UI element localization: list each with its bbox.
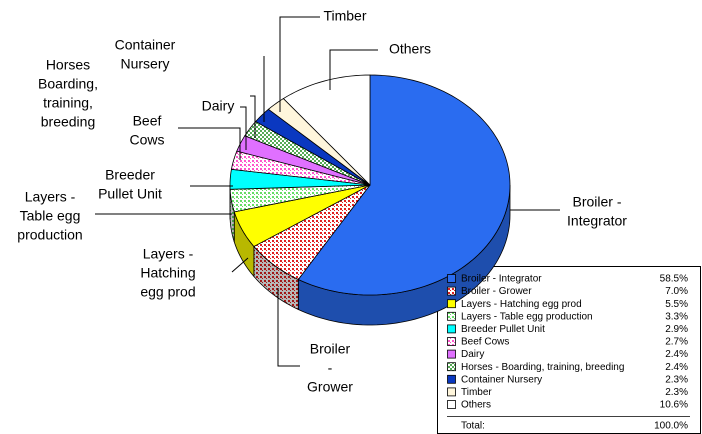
legend-label: Others <box>461 400 491 411</box>
slice-label: Others <box>389 41 431 57</box>
legend-label: Dairy <box>461 349 484 360</box>
slice-label: - <box>328 360 333 376</box>
leader-line <box>178 127 241 160</box>
slice <box>253 184 371 280</box>
legend-box <box>437 266 701 434</box>
slice-label: training, <box>43 95 93 111</box>
legend-label: Layers - Hatching egg prod <box>461 299 582 310</box>
legend-label: Beef Cows <box>461 337 509 348</box>
legend-label: Timber <box>461 387 492 398</box>
legend-total-value: 100.0% <box>654 421 688 432</box>
leader-line <box>277 288 300 367</box>
legend-value: 58.5% <box>660 274 688 285</box>
legend-swatch <box>447 337 456 346</box>
legend-label: Breeder Pullet Unit <box>461 324 545 335</box>
legend-label: Layers - Table egg production <box>461 311 593 322</box>
slice-label: Broiler - <box>572 194 621 210</box>
slice <box>233 184 371 247</box>
slice-label: Breeder <box>105 167 155 183</box>
slice-label: Horses <box>46 57 90 73</box>
leader-line <box>231 257 249 273</box>
slice-label: Layers - <box>25 189 76 205</box>
slice-label: Broiler <box>310 341 351 357</box>
legend-swatch <box>447 324 456 334</box>
legend-swatch <box>447 349 456 359</box>
slice-label: Hatching <box>140 265 195 281</box>
legend-value: 2.4% <box>665 362 688 373</box>
legend-swatch <box>447 286 456 296</box>
slice-label: breeding <box>41 114 96 130</box>
slice-label: Nursery <box>120 56 169 72</box>
slice <box>282 74 371 186</box>
slice <box>297 74 511 296</box>
slice <box>229 168 371 190</box>
leader-line <box>240 106 247 150</box>
legend-value: 5.5% <box>665 299 688 310</box>
slice-label: egg prod <box>140 284 195 300</box>
legend-swatch <box>447 362 456 372</box>
slice-label: Container <box>115 37 176 53</box>
legend-swatch <box>447 387 456 397</box>
legend-value: 2.3% <box>665 374 688 385</box>
legend-swatch <box>447 311 456 321</box>
slice-label: Cows <box>129 132 164 148</box>
legend-label: Container Nursery <box>461 374 542 385</box>
slice-label: Grower <box>307 379 353 395</box>
legend-value: 2.7% <box>665 337 688 348</box>
slice-label: Pullet Unit <box>98 186 162 202</box>
slice-label: Integrator <box>567 213 627 229</box>
legend-label: Broiler - Grower <box>461 286 532 297</box>
legend-value: 2.4% <box>665 349 688 360</box>
slice-label: Boarding, <box>38 76 98 92</box>
slice-label: Timber <box>323 8 366 24</box>
legend-label: Horses - Boarding, training, breeding <box>461 362 624 373</box>
legend-label: Broiler - Integrator <box>461 274 542 285</box>
slice <box>255 108 371 186</box>
legend-swatch <box>447 374 456 384</box>
legend-swatch <box>447 299 456 309</box>
slice <box>229 184 371 213</box>
legend-swatch <box>447 274 456 283</box>
slice-label: production <box>17 227 82 243</box>
legend-value: 10.6% <box>660 400 688 411</box>
leader-line <box>329 49 378 90</box>
slice-label: Dairy <box>202 98 235 114</box>
slice-label: Layers - <box>143 246 194 262</box>
legend-value: 7.0% <box>665 286 688 297</box>
legend-total-label: Total: <box>461 421 485 432</box>
leader-line <box>250 95 256 138</box>
leader-line <box>279 16 320 112</box>
legend-value: 2.3% <box>665 387 688 398</box>
slice-label: Table egg <box>20 208 81 224</box>
slice-label: Beef <box>133 113 162 129</box>
legend-value: 3.3% <box>665 311 688 322</box>
legend-swatch <box>447 400 456 409</box>
legend-value: 2.9% <box>665 324 688 335</box>
slice <box>267 98 371 186</box>
